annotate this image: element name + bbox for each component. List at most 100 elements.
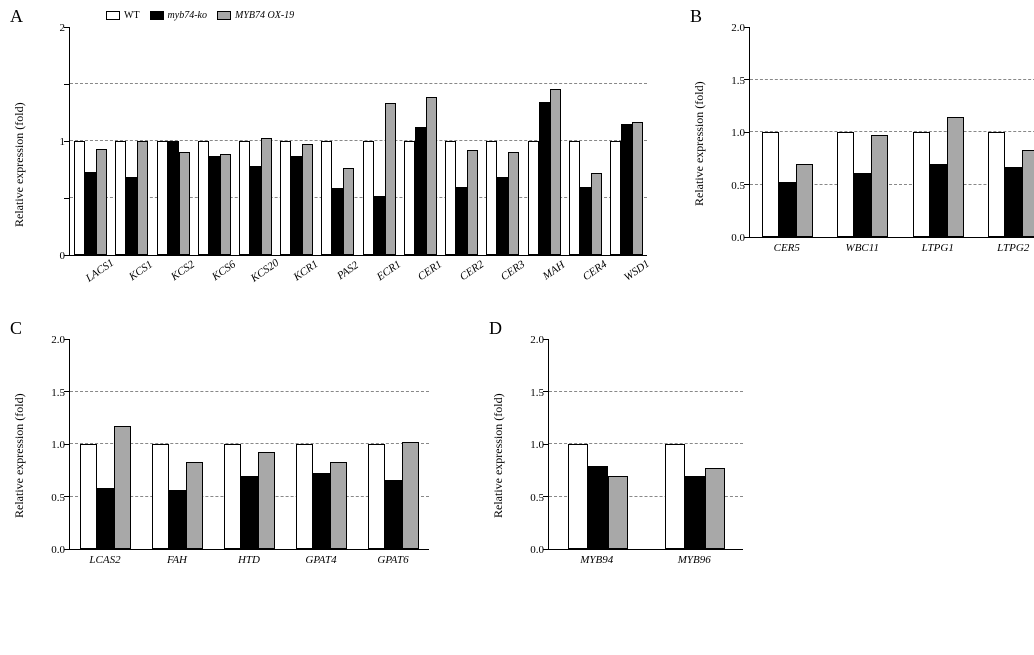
bar-group — [750, 28, 825, 237]
bar-wt — [157, 141, 168, 255]
bar-ox — [220, 154, 231, 255]
bar-wt — [115, 141, 126, 255]
chart-d: Relative expression (fold)0.00.51.01.52.… — [489, 340, 773, 572]
bar-wt — [610, 141, 621, 255]
panel-c: C Relative expression (fold)0.00.51.01.5… — [10, 322, 459, 572]
bar-ko — [169, 490, 186, 549]
bar-ox — [343, 168, 354, 255]
x-axis: MYB94MYB96 — [548, 550, 743, 572]
y-tick-label: 2 — [60, 22, 66, 34]
bar-wt — [404, 141, 415, 255]
plot-area — [69, 340, 429, 550]
bar-group — [214, 340, 286, 549]
bar-ox — [114, 426, 131, 549]
legend-item-ox: MYB74 OX-19 — [217, 10, 294, 21]
bar-ox — [705, 468, 725, 549]
bar-ko — [930, 164, 947, 238]
bar-group — [70, 28, 111, 255]
y-tick-label: 0.5 — [530, 492, 544, 504]
y-axis: 012 — [43, 28, 69, 256]
bar-ko — [168, 141, 179, 255]
bar-wt — [296, 444, 313, 549]
y-tick-label: 1.0 — [530, 439, 544, 451]
bar-group — [357, 340, 429, 549]
bar-group — [549, 340, 646, 549]
bar-group — [606, 28, 647, 255]
bar-ko — [241, 476, 258, 550]
bar-ox — [426, 97, 437, 255]
plot-area — [69, 28, 647, 256]
bar-group — [359, 28, 400, 255]
y-tick-label: 2.0 — [51, 334, 65, 346]
swatch-wt — [106, 11, 120, 20]
bar-group — [976, 28, 1034, 237]
bar-ko — [374, 196, 385, 255]
x-tick-label: MYB94 — [548, 550, 646, 572]
y-tick-label: 2.0 — [530, 334, 544, 346]
x-tick-label: GPAT4 — [285, 550, 357, 572]
legend-item-ko: myb74-ko — [150, 10, 207, 21]
bar-ko — [685, 476, 705, 550]
bar-group — [523, 28, 564, 255]
bar-ox — [186, 462, 203, 549]
y-tick-label: 1.5 — [731, 75, 745, 87]
bar-ox — [261, 138, 272, 255]
bar-ko — [456, 187, 467, 255]
y-axis-label: Relative expression (fold) — [10, 340, 43, 572]
bar-ko — [332, 188, 343, 255]
bar-ox — [871, 135, 888, 237]
bar-wt — [152, 444, 169, 549]
bar-groups — [70, 340, 429, 549]
y-axis: 0.00.51.01.52.0 — [43, 340, 69, 550]
bar-ko — [291, 156, 302, 255]
bar-wt — [74, 141, 85, 255]
bar-group — [152, 28, 193, 255]
bar-ox — [467, 150, 478, 255]
bar-ox — [179, 152, 190, 255]
x-axis: LCAS2FAHHTDGPAT4GPAT6 — [69, 550, 429, 572]
y-axis-label: Relative expression (fold) — [10, 28, 43, 302]
x-tick-label: FAH — [141, 550, 213, 572]
bar-wt — [837, 132, 854, 237]
bar-wt — [280, 141, 291, 255]
bar-group — [235, 28, 276, 255]
x-tick-label: MYB96 — [646, 550, 744, 572]
bar-ox — [608, 476, 628, 550]
bar-group — [825, 28, 900, 237]
bar-group — [482, 28, 523, 255]
bar-wt — [569, 141, 580, 255]
bar-group — [441, 28, 482, 255]
bar-ox — [96, 149, 107, 255]
legend-text-ox: MYB74 OX-19 — [235, 10, 294, 21]
bar-ox — [591, 173, 602, 255]
plot-area — [749, 28, 1034, 238]
swatch-ox — [217, 11, 231, 20]
y-tick-label: 0.5 — [51, 492, 65, 504]
x-tick-label: LTPG1 — [900, 238, 976, 260]
bar-wt — [198, 141, 209, 255]
x-axis: CER5WBC11LTPG1LTPG2 — [749, 238, 1034, 260]
panel-label-b: B — [690, 6, 702, 27]
y-axis-label: Relative expression (fold) — [489, 340, 522, 572]
bar-ox — [632, 122, 643, 255]
bar-wt — [445, 141, 456, 255]
bar-group — [111, 28, 152, 255]
plot-area — [548, 340, 743, 550]
chart-c: Relative expression (fold)0.00.51.01.52.… — [10, 340, 459, 572]
bar-group — [285, 340, 357, 549]
panel-label-a: A — [10, 6, 23, 27]
swatch-ko — [150, 11, 164, 20]
row-2: C Relative expression (fold)0.00.51.01.5… — [10, 322, 1034, 572]
bar-ko — [539, 102, 550, 255]
panel-b: B Relative expression (fold)0.00.51.01.5… — [690, 10, 1034, 302]
bar-ko — [1005, 167, 1022, 237]
bar-wt — [486, 141, 497, 255]
y-tick-label: 2.0 — [731, 22, 745, 34]
panel-label-d: D — [489, 318, 502, 339]
bar-group — [317, 28, 358, 255]
legend-text-ko: myb74-ko — [168, 10, 207, 21]
bar-ko — [415, 127, 426, 255]
figure: A WT myb74-ko MYB74 OX-19 Relative expre… — [10, 10, 1024, 572]
bar-groups — [750, 28, 1034, 237]
y-tick-label: 0 — [60, 250, 66, 262]
